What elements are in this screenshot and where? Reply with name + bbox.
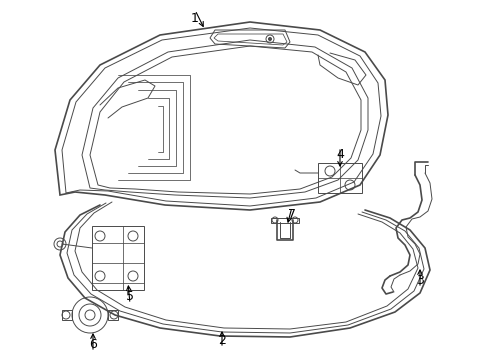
Text: 5: 5: [126, 289, 134, 302]
Circle shape: [268, 37, 271, 40]
Text: 6: 6: [89, 338, 97, 351]
Text: 1: 1: [191, 12, 199, 24]
Text: 4: 4: [335, 148, 343, 162]
Text: 7: 7: [287, 208, 295, 221]
Text: 3: 3: [415, 274, 423, 287]
Text: 2: 2: [218, 333, 225, 346]
